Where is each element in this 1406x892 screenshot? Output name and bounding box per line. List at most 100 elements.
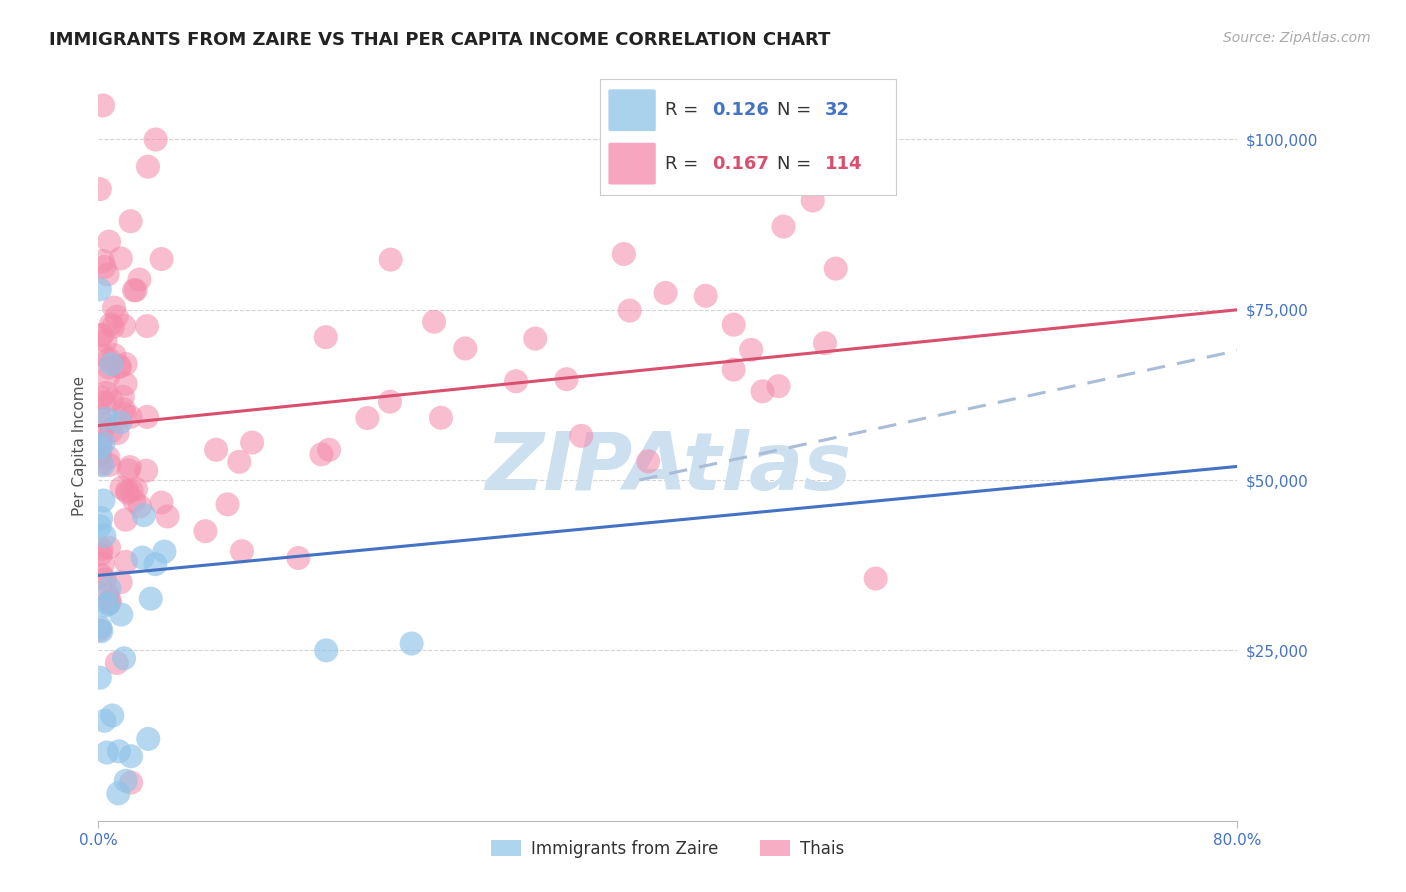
Point [150,252,173,266]
Point [93,529,115,543]
Point [101,708,124,723]
Point [93,349,115,363]
Point [814,336,837,351]
Point [135,464,157,478]
Point [723,318,745,332]
Point [105,310,128,324]
Point [231,544,253,558]
Point [114,773,136,788]
Point [105,656,128,670]
Point [107,425,129,440]
Point [91,458,114,473]
Point [128,272,150,286]
Point [110,416,132,430]
Point [315,330,337,344]
Point [118,460,141,475]
Point [114,407,136,421]
Point [107,786,129,800]
Point [91,557,114,571]
Point [125,482,148,496]
Point [121,483,143,498]
Point [93,572,115,586]
Point [98,594,121,608]
Point [90,541,112,556]
Point [93,436,115,450]
Point [194,524,217,538]
Point [93,395,115,409]
Point [824,261,846,276]
Point [122,283,145,297]
Point [654,285,676,300]
Point [89,282,111,296]
Point [94,334,117,348]
Point [318,442,340,457]
Point [131,550,153,565]
Point [356,411,378,425]
Point [136,731,159,746]
Point [101,319,124,334]
Point [90,391,112,405]
Point [117,463,139,477]
Point [768,379,790,393]
Point [98,352,121,367]
Point [97,268,120,282]
Point [89,182,111,196]
Point [90,547,112,561]
Point [723,362,745,376]
Point [505,374,527,388]
Point [98,235,121,249]
Point [136,160,159,174]
Point [90,511,112,525]
Point [145,132,167,146]
Point [98,541,121,555]
Point [97,360,120,375]
Point [90,567,112,582]
Point [89,623,111,637]
Point [145,557,167,571]
Point [97,370,120,384]
Point [93,493,115,508]
Point [90,624,112,639]
Point [100,424,122,438]
Point [108,359,131,374]
Point [90,457,112,471]
Point [110,252,132,266]
Point [401,636,423,650]
Point [98,596,121,610]
Point [139,591,162,606]
Point [120,749,142,764]
Point [114,513,136,527]
Point [96,411,118,425]
Point [110,607,132,622]
Point [89,440,111,454]
Point [91,328,114,343]
Point [136,409,159,424]
Point [136,319,159,334]
Point [613,247,636,261]
Point [619,303,641,318]
Point [772,219,794,234]
Point [90,428,112,442]
Point [112,651,135,665]
Point [115,483,138,498]
Point [112,318,135,333]
Text: Source: ZipAtlas.com: Source: ZipAtlas.com [1223,31,1371,45]
Point [114,357,136,371]
Point [125,283,148,297]
Point [90,437,112,451]
Point [378,394,401,409]
Point [555,372,578,386]
Point [91,98,114,112]
Point [97,588,120,602]
Point [217,497,239,511]
Text: ZIPAtlas: ZIPAtlas [485,429,851,508]
Point [751,384,773,399]
Point [110,575,132,590]
Point [103,301,125,315]
Point [93,260,115,274]
Point [97,597,120,611]
Point [430,410,453,425]
Point [98,581,121,595]
Point [315,643,337,657]
Point [89,519,111,533]
